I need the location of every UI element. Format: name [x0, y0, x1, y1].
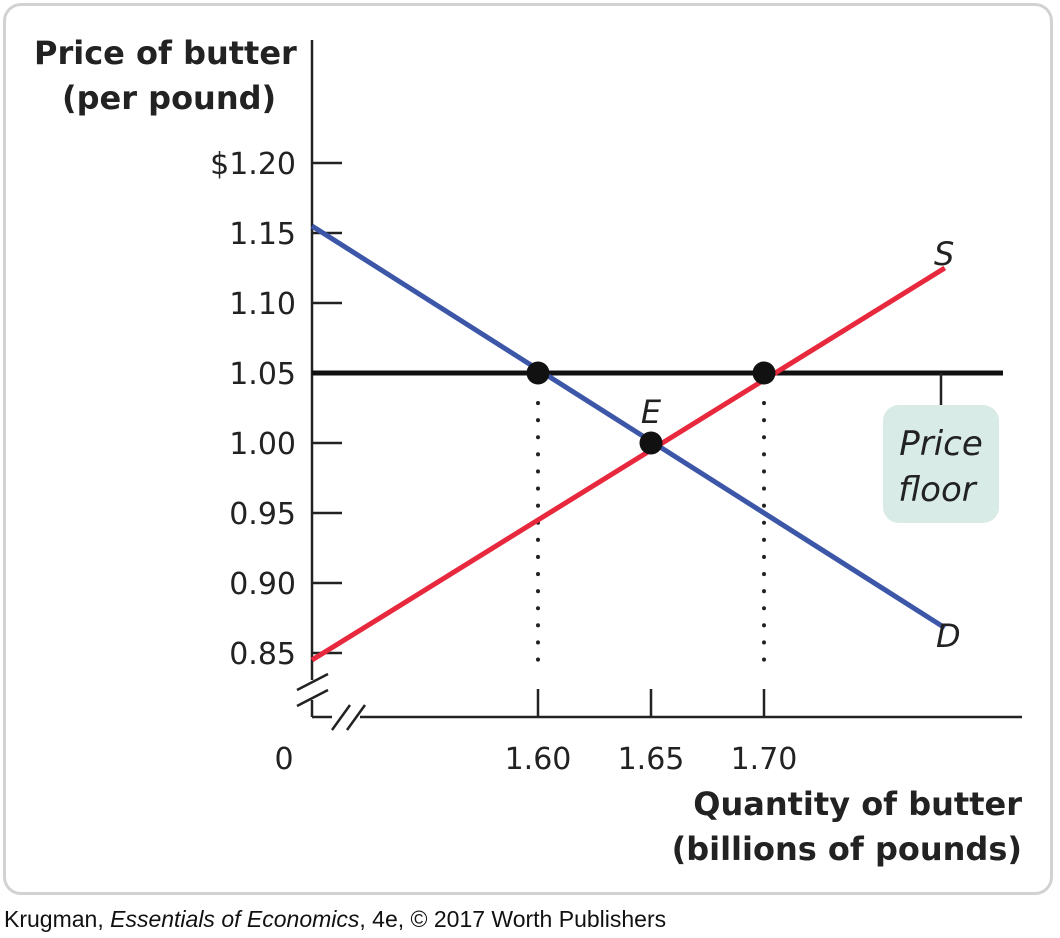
price-floor-label-line-2: floor	[898, 470, 978, 510]
point-marker	[752, 361, 776, 385]
y-tick-label: 1.00	[229, 427, 296, 462]
y-tick-label: 1.05	[229, 357, 296, 392]
x-axis-break-mark	[330, 704, 352, 731]
figure-caption: Krugman, Essentials of Economics, 4e, © …	[4, 906, 666, 933]
x-tick-label: 1.70	[731, 742, 798, 777]
y-axis-label-line-1: Price of butter	[34, 34, 297, 72]
x-axis-label-line-2: (billions of pounds)	[671, 830, 1022, 868]
x-axis-break-mark	[345, 704, 367, 731]
y-tick-label: $1.20	[210, 147, 296, 182]
curve-D-line	[310, 223, 947, 630]
y-tick-label: 1.10	[229, 287, 296, 322]
y-tick-label: 0.95	[229, 497, 296, 532]
x-axis-label-line-1: Quantity of butter	[693, 785, 1022, 823]
origin-label: 0	[274, 742, 293, 777]
caption-publisher: , 4e, © 2017 Worth Publishers	[359, 906, 667, 932]
point-marker	[639, 431, 663, 455]
price-floor-label-box	[883, 405, 999, 523]
demand-curve-label: D	[936, 617, 961, 655]
x-tick-label: 1.60	[505, 742, 572, 777]
caption-author: Krugman,	[4, 906, 111, 932]
x-tick-label: 1.65	[618, 742, 685, 777]
supply-curve-label: S	[934, 235, 954, 273]
y-tick-label: 1.15	[229, 217, 296, 252]
y-axis-break-mark	[296, 672, 329, 692]
equilibrium-label: E	[641, 393, 662, 431]
chart-frame	[3, 3, 1053, 895]
curve-S-line	[310, 265, 947, 663]
price-floor-label-line-1: Price	[899, 424, 983, 464]
y-tick-label: 0.90	[229, 567, 296, 602]
point-marker	[526, 361, 550, 385]
y-axis-label-line-2: (per pound)	[62, 79, 277, 117]
supply-demand-chart: $1.20 1.15 1.10 1.05 1.00 0.95 0.90 0.85 1.60 1.6…	[210, 40, 1022, 777]
y-axis-break-mark	[296, 688, 329, 708]
y-tick-label: 0.85	[229, 637, 296, 672]
caption-book-title: Essentials of Economics	[110, 906, 360, 932]
